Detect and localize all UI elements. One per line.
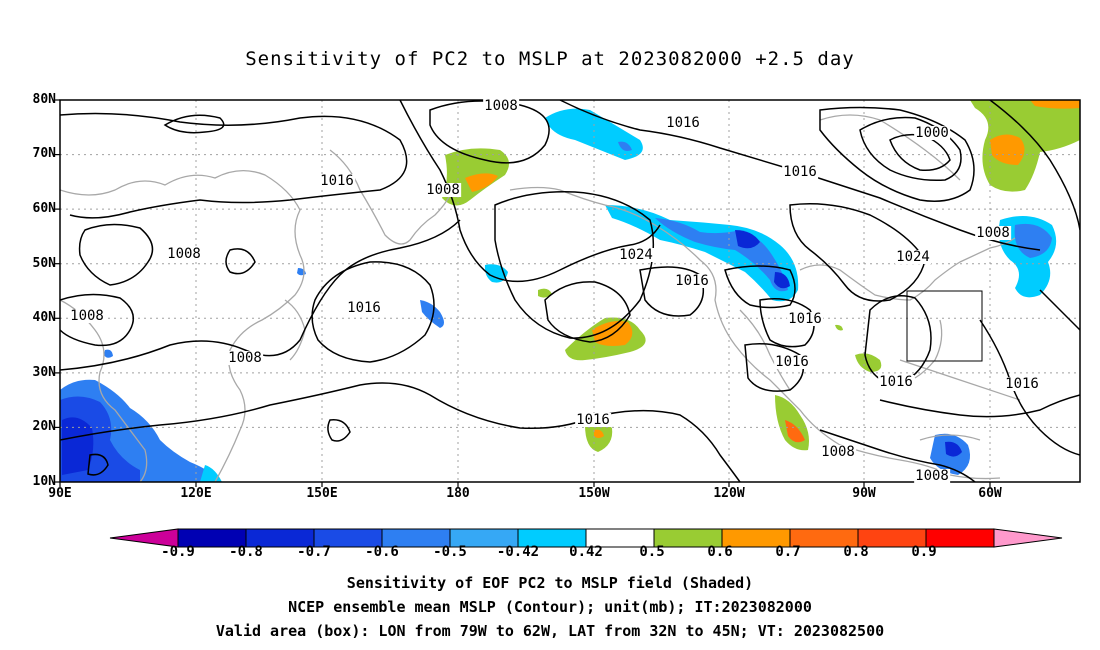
contour-label: 1016 (319, 173, 355, 189)
lat-label: 80N (32, 92, 56, 107)
lon-label: 90W (852, 486, 876, 501)
lat-label: 60N (32, 201, 56, 216)
contour-label: 1000 (914, 125, 950, 141)
lon-label: 150W (578, 486, 610, 501)
lat-label: 30N (32, 365, 56, 380)
colorbar-label: -0.7 (297, 544, 331, 560)
contour-label: 1008 (975, 225, 1011, 241)
contour-label: 1016 (774, 354, 810, 370)
lat-label: 20N (32, 419, 56, 434)
contour-label: 1016 (575, 412, 611, 428)
chart-title: Sensitivity of PC2 to MSLP at 2023082000… (245, 48, 855, 70)
contour-label: 1016 (346, 300, 382, 316)
contour-label: 1016 (1004, 376, 1040, 392)
contour-label: 1024 (895, 249, 931, 265)
contour-label: 1008 (425, 182, 461, 198)
lon-label: 120E (180, 486, 212, 501)
contour-label: 1008 (166, 246, 202, 262)
lon-label: 120W (713, 486, 745, 501)
colorbar-max-arrow (993, 528, 1063, 548)
colorbar-label: -0.5 (433, 544, 467, 560)
ticks (55, 99, 991, 487)
contour-label: 1008 (914, 468, 950, 484)
contour-label: 1024 (618, 247, 654, 263)
colorbar-label: -0.6 (365, 544, 399, 560)
colorbar-label: -0.8 (229, 544, 263, 560)
contour-label: 1008 (227, 350, 263, 366)
colorbar-label: 0.42 (569, 544, 603, 560)
map-frame (59, 99, 1081, 483)
colorbar-label: 0.6 (707, 544, 733, 560)
colorbar-label: 0.7 (775, 544, 801, 560)
lon-label: 180 (446, 486, 470, 501)
contour-label: 1008 (69, 308, 105, 324)
colorbar-label: -0.42 (496, 544, 540, 560)
contour-label: 1016 (878, 374, 914, 390)
mslp-contours (60, 100, 1080, 482)
lon-label: 60W (978, 486, 1002, 501)
colorbar-label: -0.9 (161, 544, 195, 560)
contour-label: 1008 (820, 444, 856, 460)
valid-area-box (906, 290, 983, 362)
caption-line-1: Sensitivity of EOF PC2 to MSLP field (Sh… (346, 574, 754, 592)
lat-label: 70N (32, 146, 56, 161)
colorbar-label: 0.5 (639, 544, 665, 560)
caption-line-2: NCEP ensemble mean MSLP (Contour); unit(… (288, 598, 812, 616)
gridlines (60, 100, 1080, 482)
contour-label: 1016 (674, 273, 710, 289)
lat-label: 10N (32, 474, 56, 489)
lat-label: 50N (32, 256, 56, 271)
contour-label: 1016 (665, 115, 701, 131)
caption-line-3: Valid area (box): LON from 79W to 62W, L… (215, 622, 885, 640)
lat-label: 40N (32, 310, 56, 325)
contour-label: 1016 (782, 164, 818, 180)
colorbar (109, 528, 1063, 548)
colorbar-label: 0.8 (843, 544, 869, 560)
contour-label: 1008 (483, 98, 519, 114)
shaded-sensitivity (60, 100, 1080, 482)
contour-label: 1016 (787, 311, 823, 327)
lon-label: 150E (306, 486, 338, 501)
colorbar-label: 0.9 (911, 544, 937, 560)
lon-label: 90E (48, 486, 72, 501)
